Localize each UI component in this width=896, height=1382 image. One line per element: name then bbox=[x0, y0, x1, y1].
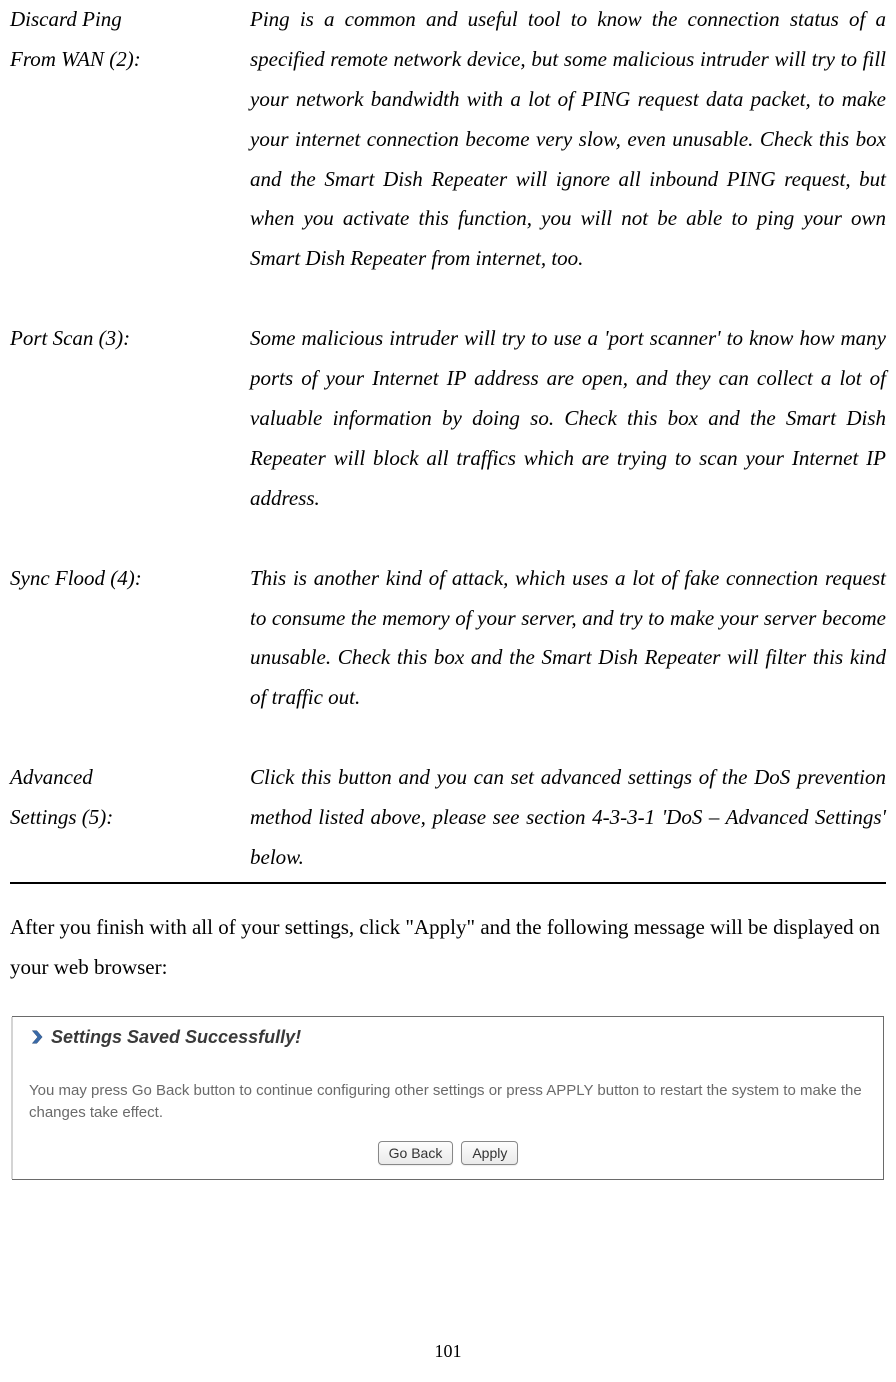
label-line-2: Settings (5): bbox=[10, 798, 250, 838]
definition-advanced-settings: Advanced Settings (5): Click this button… bbox=[10, 758, 886, 878]
instruction-paragraph: After you finish with all of your settin… bbox=[10, 908, 886, 988]
definition-label: Sync Flood (4): bbox=[10, 559, 250, 719]
dialog-button-row: Go Back Apply bbox=[13, 1135, 883, 1179]
go-back-button[interactable]: Go Back bbox=[378, 1141, 454, 1165]
apply-button[interactable]: Apply bbox=[461, 1141, 518, 1165]
label-line-1: Advanced bbox=[10, 758, 250, 798]
dialog-message: You may press Go Back button to continue… bbox=[13, 1054, 883, 1135]
spacer bbox=[10, 718, 886, 758]
definition-port-scan: Port Scan (3): Some malicious intruder w… bbox=[10, 319, 886, 518]
definition-sync-flood: Sync Flood (4): This is another kind of … bbox=[10, 559, 886, 719]
definition-description: Ping is a common and useful tool to know… bbox=[250, 0, 886, 279]
spacer bbox=[10, 519, 886, 559]
definition-description: This is another kind of attack, which us… bbox=[250, 559, 886, 719]
section-divider bbox=[10, 882, 886, 884]
document-content: Discard Ping From WAN (2): Ping is a com… bbox=[10, 0, 886, 1180]
definition-description: Click this button and you can set advanc… bbox=[250, 758, 886, 878]
definition-label: Advanced Settings (5): bbox=[10, 758, 250, 878]
label-line-2: From WAN (2): bbox=[10, 40, 250, 80]
definition-label: Port Scan (3): bbox=[10, 319, 250, 518]
spacer bbox=[10, 279, 886, 319]
definition-label: Discard Ping From WAN (2): bbox=[10, 0, 250, 279]
arrow-icon bbox=[25, 1027, 45, 1047]
label-line-1: Discard Ping bbox=[10, 0, 250, 40]
definition-description: Some malicious intruder will try to use … bbox=[250, 319, 886, 518]
dialog-title: Settings Saved Successfully! bbox=[51, 1027, 301, 1048]
definition-discard-ping: Discard Ping From WAN (2): Ping is a com… bbox=[10, 0, 886, 279]
label-line-1: Sync Flood (4): bbox=[10, 559, 250, 599]
label-line-1: Port Scan (3): bbox=[10, 319, 250, 359]
settings-saved-dialog: Settings Saved Successfully! You may pre… bbox=[12, 1016, 884, 1180]
dialog-header: Settings Saved Successfully! bbox=[13, 1017, 883, 1054]
page-number: 101 bbox=[0, 1341, 896, 1362]
